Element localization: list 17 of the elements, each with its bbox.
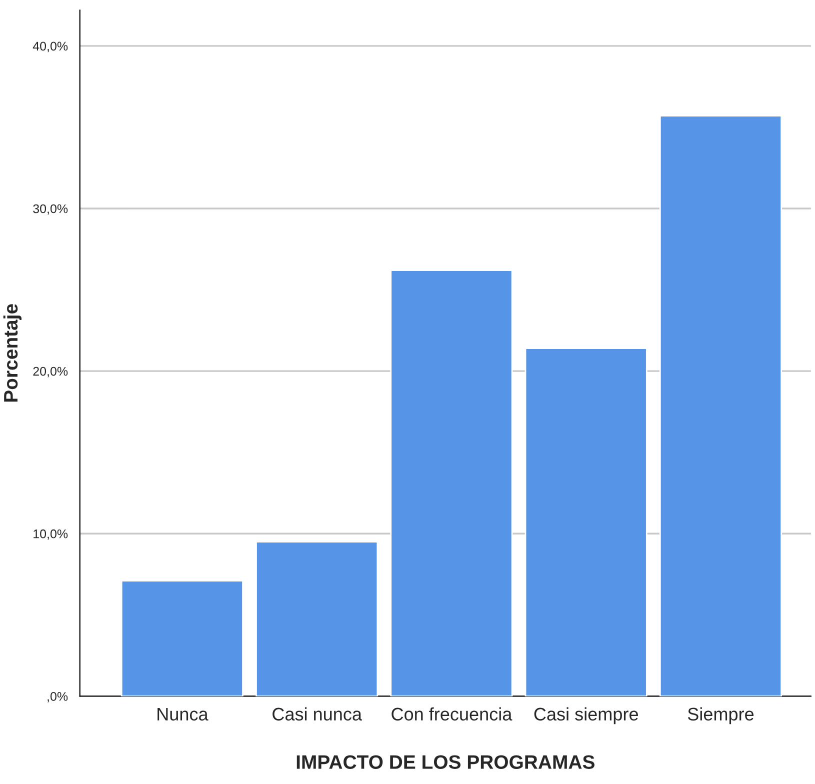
y-tick-label: 10,0% <box>34 529 68 540</box>
x-tick-label: Casi siempre <box>534 707 638 724</box>
bar <box>524 348 648 696</box>
x-tick-label: Casi nunca <box>272 707 362 721</box>
y-tick-label: ,0% <box>48 692 68 702</box>
x-axis-title: IMPACTO DE LOS PROGRAMAS <box>296 755 594 769</box>
y-axis-title: Porcentaje <box>3 304 22 402</box>
y-tick-label: 40,0% <box>32 42 68 52</box>
x-tick-label: Siempre <box>688 707 754 724</box>
bar <box>120 580 244 696</box>
y-tick-label: 30,0% <box>33 204 68 215</box>
bar <box>659 115 782 696</box>
bar <box>256 541 378 696</box>
x-tick-label: Nunca <box>158 708 208 721</box>
y-tick-label: 20,0% <box>33 366 68 378</box>
x-tick-label: Con frecuencia <box>392 707 512 721</box>
bar <box>390 270 513 696</box>
